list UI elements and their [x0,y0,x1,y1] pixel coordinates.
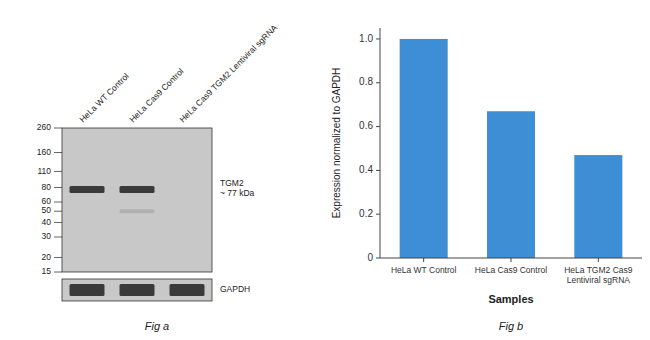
mw-tick [54,171,62,172]
gel [62,128,212,272]
band-label: GAPDH [220,284,250,294]
mw-label: 30 [42,231,52,241]
mw-label: 110 [37,166,51,176]
y-tick-label: 0.2 [359,208,373,219]
y-axis-label: Expression normalized to GAPDH [331,68,342,219]
panel-label: Fig b [499,320,523,332]
y-tick [376,126,380,127]
band [120,186,155,193]
mw-tick [54,187,62,188]
blot-panel: 26016011080605040302015HeLa WT ControlHe… [37,22,280,332]
lane-label: HeLa Cas9 Control [127,66,185,124]
x-tick [598,258,599,262]
figure: 26016011080605040302015HeLa WT ControlHe… [0,0,650,340]
y-tick [376,214,380,215]
mw-tick [54,222,62,223]
bar-panel: 0 0.2 0.4 0.6 0.8 1.0 HeLa WT Control HeLa Cas9… [331,28,642,332]
mw-label: 260 [37,122,51,132]
x-tick [511,258,512,262]
mw-label: 50 [42,205,52,215]
x-tick-label: HeLa Cas9 Control [475,265,547,275]
bar [487,111,535,258]
mw-label: 80 [42,182,52,192]
band-label: TGM2~ 77 kDa [220,179,255,199]
y-axis [380,28,381,258]
y-tick-label: 1.0 [359,33,373,44]
x-tick-label: HeLa TGM2 Cas9Lentiviral sgRNA [564,265,633,285]
x-tick [423,258,424,262]
loading-control-strip [62,279,212,301]
loading-band [120,284,155,296]
mw-tick [54,237,62,238]
y-tick [376,82,380,83]
bar [400,39,448,258]
bars [400,39,623,258]
y-tick [376,258,380,259]
mw-tick [54,202,62,203]
mw-tick [54,272,62,273]
mw-tick [54,257,62,258]
y-tick [376,170,380,171]
mw-label: 20 [42,252,52,262]
y-tick-label: 0.8 [359,76,373,87]
band [70,186,105,193]
y-tick-label: 0.6 [359,120,373,131]
y-tick [376,38,380,39]
mw-label: 40 [42,217,52,227]
y-tick-label: 0 [367,252,373,263]
mw-tick [54,128,62,129]
loading-band [70,284,105,296]
x-axis-label: Samples [488,293,533,305]
band [120,209,155,213]
bar [574,155,622,258]
mw-tick [54,152,62,153]
mw-tick [54,211,62,212]
y-tick-label: 0.4 [359,164,373,175]
loading-band [170,284,205,296]
lane-label: HeLa WT Control [77,71,130,124]
lane-label: HeLa Cas9 TGM2 Lentiviral sgRNA [177,22,279,124]
mw-label: 15 [42,266,52,276]
x-tick-label: HeLa WT Control [391,265,457,275]
panel-label: Fig a [145,320,169,332]
mw-label: 160 [37,147,51,157]
